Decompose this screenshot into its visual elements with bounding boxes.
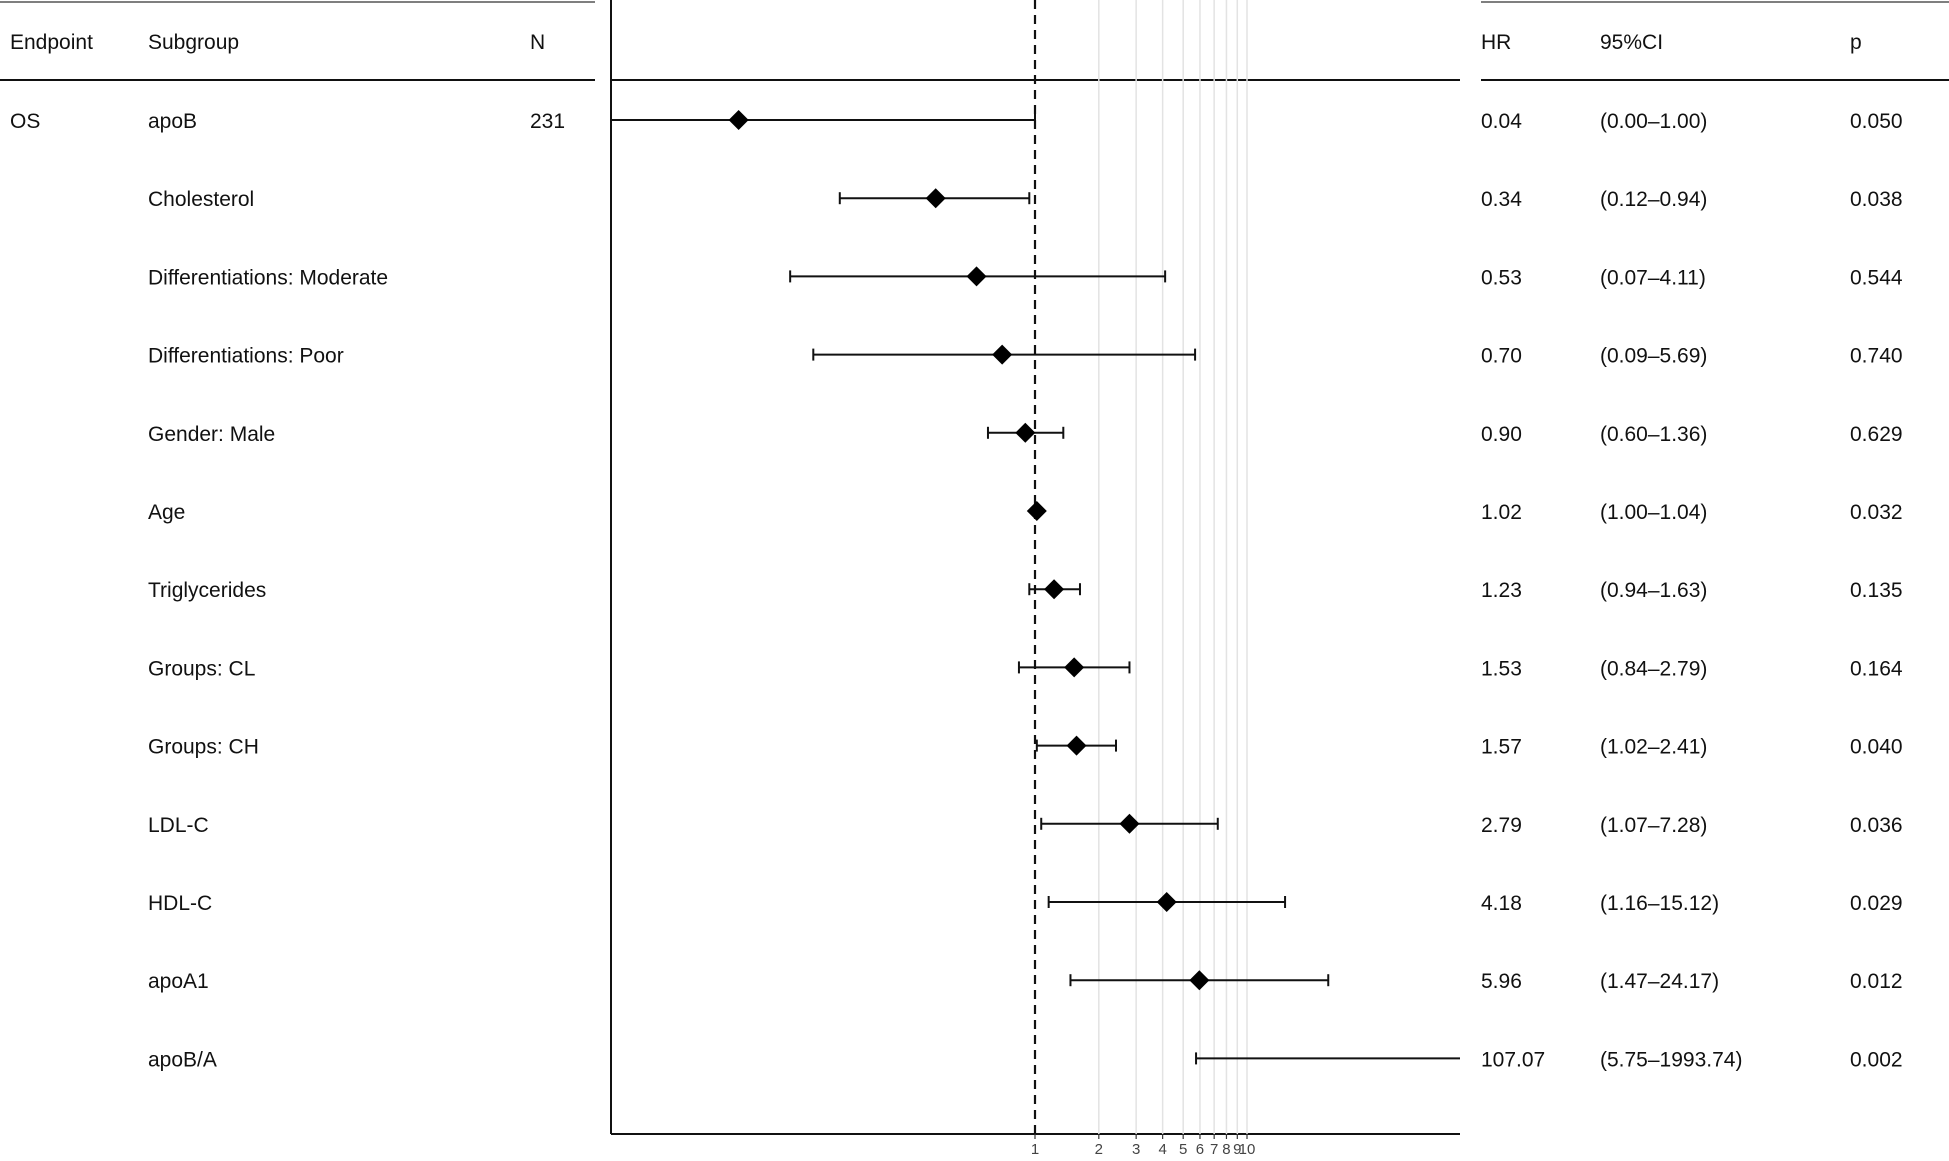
rows-layer: apoB 0.04 (0.00–1.00) 0.050 Cholesterol 0.34 (… [148, 110, 1903, 1071]
ci-value: (0.09–5.69) [1600, 345, 1707, 368]
x-tick-label: 8 [1222, 1141, 1230, 1158]
p-value: 0.036 [1850, 814, 1903, 837]
hr-point [925, 188, 946, 209]
subgroup-label: Groups: CH [148, 736, 259, 759]
n-cell: 231 [530, 110, 565, 133]
x-tick-label: 4 [1158, 1141, 1166, 1158]
forest-row: Groups: CH 1.57 (1.02–2.41) 0.040 [148, 735, 1903, 759]
subgroup-label: HDL-C [148, 892, 212, 915]
forest-row: Triglycerides 1.23 (0.94–1.63) 0.135 [148, 579, 1903, 602]
p-value: 0.164 [1850, 657, 1903, 680]
header-endpoint: Endpoint [10, 31, 93, 54]
ci-value: (0.84–2.79) [1600, 657, 1707, 680]
subgroup-label: Groups: CL [148, 657, 255, 680]
x-tick-label: 5 [1179, 1141, 1187, 1158]
p-value: 0.544 [1850, 266, 1903, 289]
hr-point [992, 344, 1013, 365]
hr-value: 0.53 [1481, 266, 1522, 289]
p-value: 0.040 [1850, 736, 1903, 759]
ci-value: (1.47–24.17) [1600, 970, 1719, 993]
ci-value: (1.00–1.04) [1600, 501, 1707, 524]
subgroup-label: Gender: Male [148, 423, 275, 446]
x-tick-label: 1 [1031, 1141, 1039, 1158]
x-tick-label: 9 [1233, 1141, 1241, 1158]
hr-point [728, 110, 749, 130]
p-value: 0.740 [1850, 345, 1903, 368]
header-subgroup: Subgroup [148, 31, 239, 54]
forest-row: apoA1 5.96 (1.47–24.17) 0.012 [148, 970, 1903, 993]
hr-value: 0.34 [1481, 188, 1522, 211]
subgroup-label: LDL-C [148, 814, 209, 837]
ci-value: (0.12–0.94) [1600, 188, 1707, 211]
subgroup-label: Triglycerides [148, 579, 266, 602]
subgroup-label: apoA1 [148, 970, 209, 993]
x-tick-label: 3 [1132, 1141, 1140, 1158]
p-value: 0.012 [1850, 970, 1903, 993]
forest-row: Differentiations: Poor 0.70 (0.09–5.69) 0.7… [148, 344, 1903, 368]
ci-value: (0.60–1.36) [1600, 423, 1707, 446]
hr-value: 0.70 [1481, 345, 1522, 368]
subgroup-label: Cholesterol [148, 188, 254, 211]
header-n: N [530, 31, 545, 54]
forest-row: apoB/A 107.07 (5.75–1993.74) 0.002 [148, 1048, 1903, 1071]
p-value: 0.629 [1850, 423, 1903, 446]
hr-point [1015, 422, 1036, 443]
hr-value: 1.02 [1481, 501, 1522, 524]
x-axis-ticks: 1 2 3 4 5 6 7 8 910 [1031, 1134, 1256, 1158]
hr-value: 107.07 [1481, 1048, 1545, 1071]
forest-row: Differentiations: Moderate 0.53 (0.07–4.11… [148, 266, 1903, 289]
hr-value: 1.53 [1481, 657, 1522, 680]
hr-point [1044, 579, 1065, 600]
header-p: p [1850, 31, 1862, 54]
hr-point [1066, 735, 1087, 756]
hr-point [1026, 501, 1047, 521]
x-tick-label: 7 [1210, 1141, 1218, 1158]
forest-row: LDL-C 2.79 (1.07–7.28) 0.036 [148, 813, 1903, 837]
forest-row: apoB 0.04 (0.00–1.00) 0.050 [148, 110, 1903, 133]
hr-point [1189, 970, 1210, 991]
p-value: 0.029 [1850, 892, 1903, 915]
hr-value: 1.57 [1481, 736, 1522, 759]
x-tick-label: 10 [1239, 1141, 1256, 1158]
hr-value: 0.04 [1481, 110, 1522, 133]
hr-value: 5.96 [1481, 970, 1522, 993]
p-value: 0.032 [1850, 501, 1903, 524]
subgroup-label: apoB/A [148, 1048, 217, 1071]
ci-value: (1.07–7.28) [1600, 814, 1707, 837]
forest-row: Groups: CL 1.53 (0.84–2.79) 0.164 [148, 657, 1903, 680]
ci-value: (1.02–2.41) [1600, 736, 1707, 759]
hr-point [966, 266, 987, 287]
p-value: 0.038 [1850, 188, 1903, 211]
hr-point [1156, 892, 1177, 912]
ci-value: (0.94–1.63) [1600, 579, 1707, 602]
endpoint-cell: OS [10, 110, 40, 133]
subgroup-label: Differentiations: Moderate [148, 266, 388, 289]
x-tick-label: 6 [1196, 1141, 1204, 1158]
x-tick-label: 2 [1095, 1141, 1103, 1158]
subgroup-label: Differentiations: Poor [148, 345, 344, 368]
hr-value: 2.79 [1481, 814, 1522, 837]
gridlines [1098, 0, 1248, 1134]
subgroup-label: Age [148, 501, 185, 524]
forest-row: Cholesterol 0.34 (0.12–0.94) 0.038 [148, 188, 1903, 211]
subgroup-label: apoB [148, 110, 197, 133]
p-value: 0.050 [1850, 110, 1903, 133]
ci-value: (0.00–1.00) [1600, 110, 1707, 133]
hr-point [1119, 813, 1140, 834]
header-hr: HR [1481, 31, 1511, 54]
p-value: 0.002 [1850, 1048, 1903, 1071]
forest-row: HDL-C 4.18 (1.16–15.12) 0.029 [148, 892, 1903, 915]
ci-value: (0.07–4.11) [1600, 266, 1706, 289]
hr-value: 0.90 [1481, 423, 1522, 446]
header-ci: 95%CI [1600, 31, 1663, 54]
ci-value: (5.75–1993.74) [1600, 1048, 1742, 1071]
ci-value: (1.16–15.12) [1600, 892, 1719, 915]
hr-value: 4.18 [1481, 892, 1522, 915]
hr-point [1064, 657, 1085, 678]
forest-row: Age 1.02 (1.00–1.04) 0.032 [148, 501, 1903, 524]
hr-value: 1.23 [1481, 579, 1522, 602]
p-value: 0.135 [1850, 579, 1903, 602]
forest-row: Gender: Male 0.90 (0.60–1.36) 0.629 [148, 422, 1903, 446]
